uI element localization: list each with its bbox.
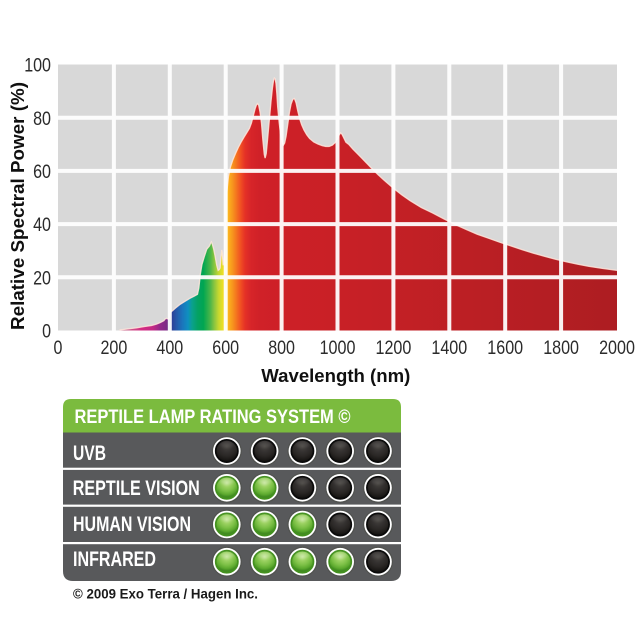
svg-text:1400: 1400 [431,337,467,359]
svg-text:Wavelength (nm): Wavelength (nm) [261,365,410,386]
svg-text:1000: 1000 [320,337,356,359]
svg-text:600: 600 [212,337,239,359]
svg-text:20: 20 [33,267,51,289]
svg-text:© 2009 Exo Terra / Hagen Inc.: © 2009 Exo Terra / Hagen Inc. [73,587,258,602]
svg-text:Relative Spectral Power (%): Relative Spectral Power (%) [7,82,28,330]
svg-text:1600: 1600 [487,337,523,359]
svg-text:UVB: UVB [73,442,106,465]
svg-text:0: 0 [42,321,51,343]
svg-text:80: 80 [33,108,51,130]
svg-text:INFRARED: INFRARED [73,548,156,571]
svg-text:60: 60 [33,161,51,183]
svg-text:REPTILE LAMP RATING SYSTEM ©: REPTILE LAMP RATING SYSTEM © [75,406,351,428]
svg-text:REPTILE VISION: REPTILE VISION [73,477,200,500]
svg-text:200: 200 [101,337,128,359]
svg-text:HUMAN VISION: HUMAN VISION [73,513,191,536]
svg-text:1800: 1800 [543,337,579,359]
svg-text:2000: 2000 [599,337,635,359]
svg-text:800: 800 [268,337,295,359]
svg-text:100: 100 [24,55,51,77]
svg-text:1200: 1200 [376,337,412,359]
svg-text:0: 0 [54,337,63,359]
svg-text:400: 400 [156,337,183,359]
svg-text:40: 40 [33,214,51,236]
